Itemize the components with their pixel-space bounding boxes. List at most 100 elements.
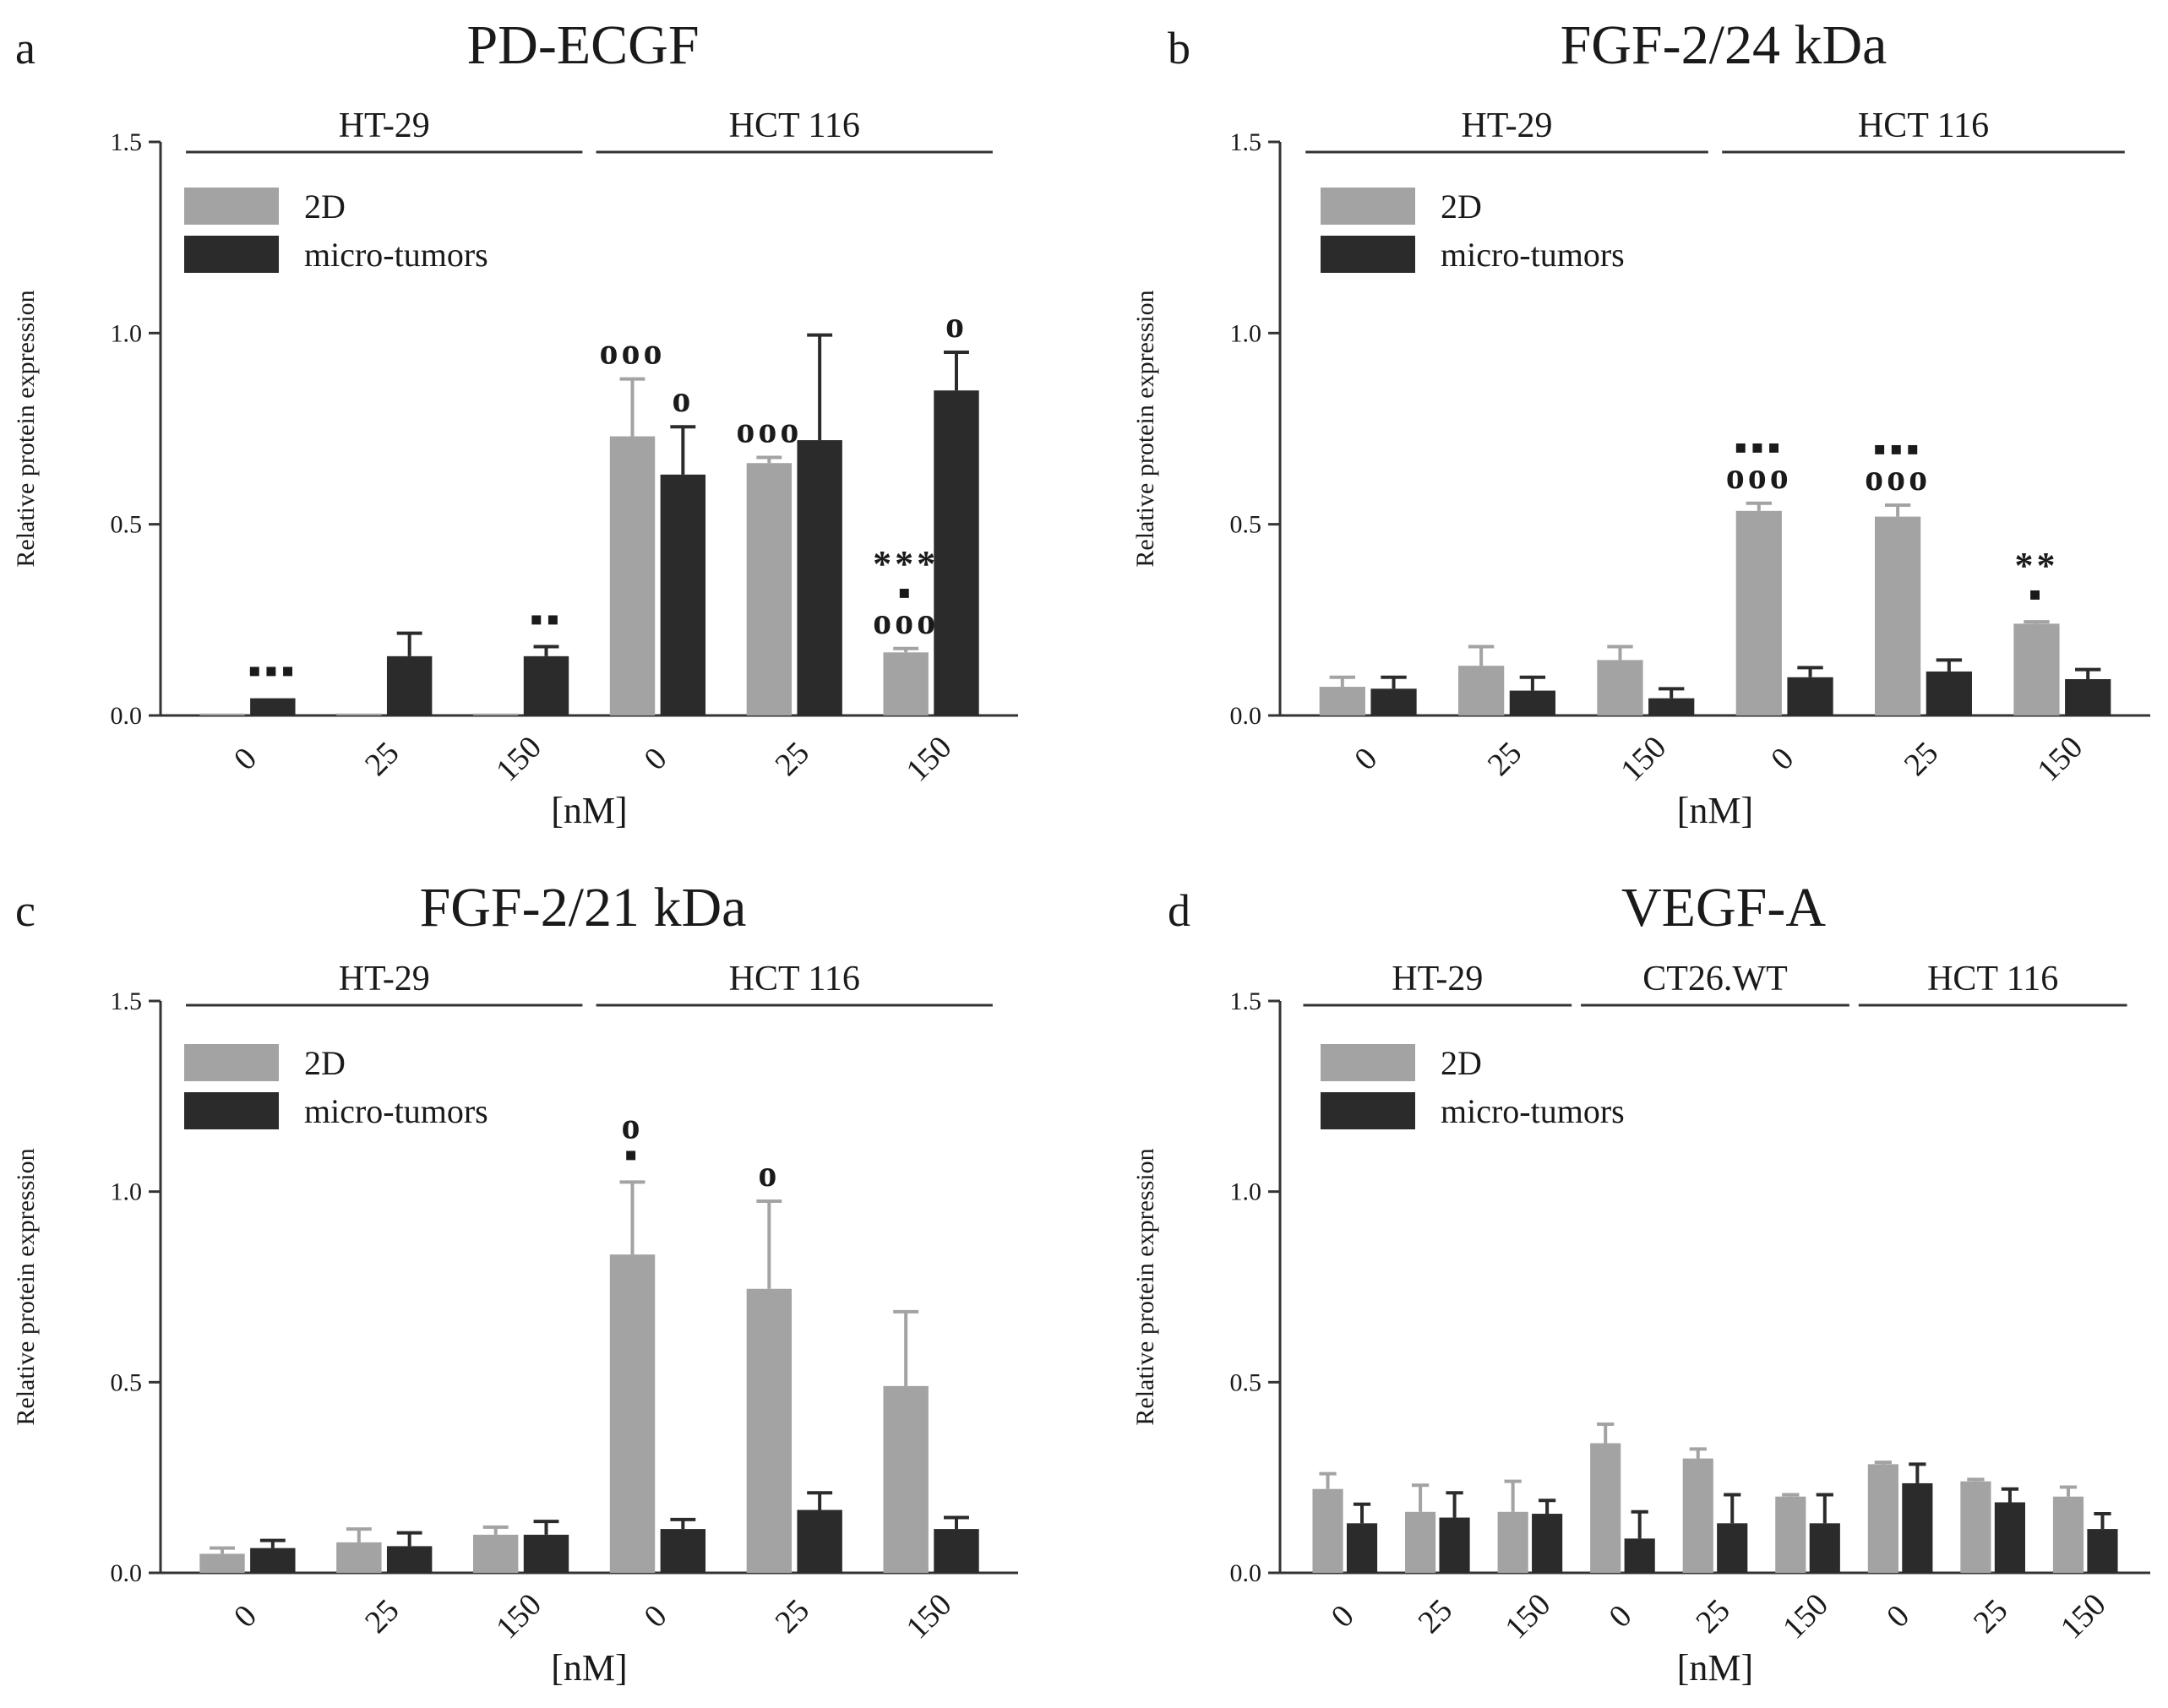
y-tick-label: 0.0	[1230, 1559, 1262, 1587]
x-tick-label: 0	[1764, 741, 1800, 777]
legend-swatch-micro-tumors	[1321, 236, 1415, 273]
bar-2d	[609, 1254, 656, 1573]
x-tick-label: 25	[1967, 1592, 2015, 1640]
bar-2d	[1875, 516, 1921, 715]
y-tick-label: 0.5	[111, 511, 143, 539]
significance-marker: ▪▪▪	[248, 650, 297, 692]
significance-marker: o	[945, 304, 967, 345]
legend-swatch-micro-tumors	[184, 236, 279, 273]
y-tick-label: 1.5	[1230, 987, 1262, 1015]
group-label: HCT 116	[1858, 106, 1989, 145]
y-tick-label: 1.0	[111, 1178, 143, 1206]
bar-2d	[336, 1542, 382, 1573]
bar-2d	[2052, 1496, 2084, 1573]
bar-2d	[1867, 1464, 1898, 1573]
significance-marker: ooo	[600, 331, 666, 373]
bar-micro-tumors	[1532, 1514, 1563, 1573]
bar-2d	[336, 713, 382, 715]
significance-marker: o	[672, 378, 694, 420]
bar-2d	[1458, 666, 1505, 715]
x-tick-label: 25	[768, 735, 816, 783]
x-tick-label: 25	[1898, 735, 1946, 783]
bar-micro-tumors	[250, 1548, 296, 1573]
y-tick-label: 0.0	[1230, 702, 1262, 730]
bar-2d	[1960, 1481, 1991, 1573]
x-tick-label: 25	[358, 735, 406, 783]
x-tick-label: 150	[489, 730, 548, 789]
legend-swatch-2d	[1321, 1044, 1415, 1081]
panel-c: c FGF-2/21 kDa 0.0 0.5 1.0 1.5 Relative protei…	[12, 877, 1018, 1689]
legend-swatch-micro-tumors	[1321, 1092, 1415, 1129]
bar-micro-tumors	[660, 1529, 706, 1573]
legend-label: micro-tumors	[304, 1092, 488, 1130]
x-tick-label: 0	[637, 741, 673, 777]
group-label: HCT 116	[729, 106, 860, 145]
legend-label: micro-tumors	[1441, 236, 1625, 274]
bar-micro-tumors	[1346, 1523, 1378, 1573]
panel-title: FGF-2/24 kDa	[1561, 14, 1887, 76]
panel-d: d VEGF-A 0.0 0.5 1.0 1.5 Relative protein expr…	[1131, 877, 2150, 1689]
x-tick-label: 25	[768, 1592, 816, 1640]
x-tick-label: 25	[1689, 1592, 1737, 1640]
panel-letter: c	[15, 885, 35, 936]
significance-marker: ▪	[897, 572, 914, 613]
group-label: HT-29	[1461, 106, 1552, 145]
bar-micro-tumors	[523, 655, 569, 715]
x-tick-label: 150	[489, 1587, 548, 1646]
legend-label: 2D	[1441, 1044, 1482, 1082]
panel-title: VEGF-A	[1621, 877, 1826, 938]
bar-micro-tumors	[1787, 677, 1833, 715]
x-tick-label: 25	[358, 1592, 406, 1640]
significance-marker: ooo	[736, 409, 802, 450]
bar-2d	[1682, 1458, 1713, 1573]
x-tick-label: 0	[227, 741, 264, 777]
x-tick-label: 150	[900, 730, 959, 789]
y-axis-label: Relative protein expression	[1131, 290, 1159, 567]
legend-label: micro-tumors	[304, 236, 488, 274]
bar-micro-tumors	[1624, 1538, 1655, 1573]
legend-label: micro-tumors	[1441, 1092, 1625, 1130]
bar-2d	[2013, 623, 2060, 715]
y-tick-label: 0.5	[1230, 511, 1262, 539]
x-tick-label: 150	[2030, 730, 2089, 789]
significance-marker: **	[2014, 545, 2058, 586]
x-tick-label: 150	[2054, 1587, 2113, 1646]
x-tick-label: 25	[1412, 1592, 1460, 1640]
bar-2d	[1590, 1443, 1621, 1573]
legend-swatch-2d	[184, 188, 279, 225]
significance-marker: ▪▪▪	[1734, 427, 1784, 468]
significance-marker: ooo	[873, 601, 939, 642]
significance-marker: o	[622, 1105, 644, 1146]
x-axis-label: [nM]	[1677, 790, 1753, 831]
y-axis-label: Relative protein expression	[12, 1148, 40, 1425]
bar-micro-tumors	[797, 1509, 842, 1573]
y-tick-label: 1.0	[1230, 319, 1262, 347]
bar-2d	[1735, 510, 1782, 715]
bar-2d	[1497, 1511, 1528, 1573]
group-label: HCT 116	[729, 960, 860, 998]
y-tick-label: 1.5	[111, 128, 143, 156]
bar-micro-tumors	[1509, 690, 1555, 715]
legend-label: 2D	[1441, 188, 1482, 226]
bar-micro-tumors	[1648, 698, 1695, 715]
x-tick-label: 0	[1880, 1598, 1916, 1635]
y-tick-label: 0.5	[111, 1368, 143, 1396]
panel-letter: d	[1168, 885, 1190, 936]
significance-marker: ooo	[1865, 457, 1931, 498]
y-axis-label: Relative protein expression	[12, 290, 40, 567]
group-label: HT-29	[1392, 960, 1483, 998]
bar-micro-tumors	[1994, 1502, 2025, 1573]
bar-micro-tumors	[1809, 1523, 1840, 1573]
y-tick-label: 1.0	[1230, 1178, 1262, 1206]
bar-2d	[1775, 1496, 1806, 1573]
bar-2d	[472, 1534, 519, 1573]
y-tick-label: 1.0	[111, 319, 143, 347]
significance-marker: ▪▪▪	[1873, 428, 1923, 470]
significance-marker: ***	[873, 543, 939, 585]
group-label: HCT 116	[1927, 960, 2058, 998]
bar-micro-tumors	[934, 1529, 979, 1573]
x-tick-label: 150	[1614, 730, 1673, 789]
y-tick-label: 0.0	[111, 1559, 143, 1587]
y-tick-label: 0.5	[1230, 1368, 1262, 1396]
bar-2d	[609, 436, 656, 715]
